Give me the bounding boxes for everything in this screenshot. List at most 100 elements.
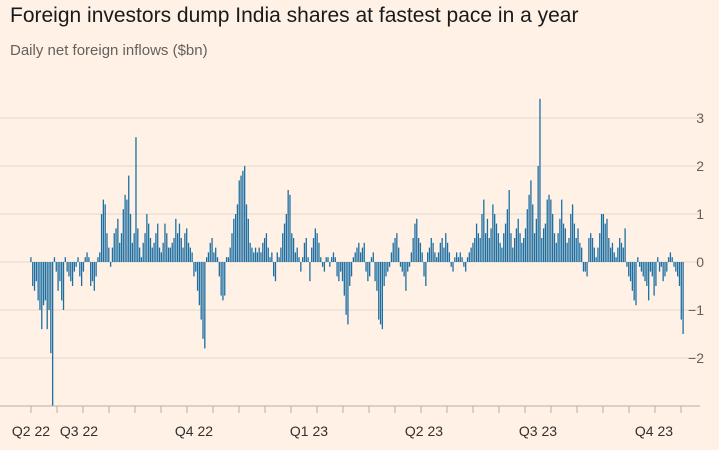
bar	[381, 262, 384, 330]
bar	[133, 233, 135, 262]
bar	[262, 242, 264, 262]
bar	[173, 238, 175, 262]
bar	[504, 223, 507, 262]
bar	[144, 233, 146, 262]
bar	[648, 262, 650, 301]
bar	[570, 214, 572, 262]
bar	[75, 262, 77, 267]
bar	[390, 252, 393, 262]
bar	[519, 233, 521, 262]
bar	[128, 175, 130, 262]
bar	[343, 262, 345, 296]
bar	[90, 262, 92, 286]
bar	[323, 262, 326, 272]
bar	[62, 262, 65, 310]
bar	[597, 247, 599, 262]
bar	[575, 238, 577, 262]
bar	[436, 257, 438, 262]
x-tick-label: Q3 22	[60, 423, 98, 439]
x-tick-label: Q3 23	[519, 423, 557, 439]
bar	[338, 262, 340, 282]
bar	[620, 242, 623, 262]
bar	[260, 252, 262, 262]
bar	[539, 98, 541, 262]
bar	[490, 228, 492, 262]
bar	[108, 247, 110, 262]
bar	[70, 262, 72, 282]
bar	[276, 252, 278, 262]
bar	[419, 242, 422, 262]
bar	[434, 252, 436, 262]
bar	[307, 257, 309, 262]
bar	[184, 233, 186, 262]
bar	[573, 223, 576, 262]
bar	[408, 262, 411, 267]
bar	[510, 233, 512, 262]
bar	[157, 223, 159, 262]
bar	[481, 214, 483, 262]
bar	[122, 209, 124, 262]
bar	[515, 228, 518, 262]
bar	[421, 252, 423, 262]
bar	[59, 262, 61, 282]
bar	[160, 252, 162, 262]
bar	[298, 257, 300, 262]
bar	[657, 257, 659, 262]
bar	[91, 262, 94, 282]
bar	[454, 257, 456, 262]
bar	[291, 233, 293, 262]
bar	[254, 247, 257, 262]
bar	[292, 238, 295, 262]
bar	[416, 218, 418, 262]
bar	[236, 204, 239, 262]
bar	[227, 257, 230, 262]
bar	[388, 262, 391, 267]
bar	[265, 233, 268, 262]
bar	[282, 233, 284, 262]
bar	[664, 262, 666, 277]
bar	[153, 242, 155, 262]
bar	[30, 257, 32, 262]
bar	[613, 252, 615, 262]
bar	[398, 247, 400, 262]
y-tick-label: −1	[688, 302, 704, 318]
bar	[231, 233, 233, 262]
chart-subtitle: Daily net foreign inflows ($bn)	[10, 42, 208, 59]
bar	[446, 242, 449, 262]
bar	[457, 257, 460, 262]
bar	[374, 262, 376, 282]
bar	[624, 228, 626, 262]
bar	[590, 233, 592, 262]
bar	[220, 262, 222, 296]
bar	[209, 242, 211, 262]
bar	[437, 252, 440, 262]
bar	[579, 242, 581, 262]
bar	[238, 180, 240, 262]
bar	[523, 238, 525, 262]
bar	[48, 262, 50, 310]
bar	[396, 233, 398, 262]
bar	[432, 242, 434, 262]
bar	[104, 204, 106, 262]
bar	[244, 166, 246, 262]
bar	[385, 262, 387, 277]
bar	[584, 262, 586, 272]
bar	[274, 262, 277, 282]
bar	[138, 247, 141, 262]
bar	[142, 242, 144, 262]
bar	[345, 262, 347, 315]
bar	[204, 262, 206, 349]
x-tick-label: Q4 23	[635, 423, 673, 439]
bar	[164, 223, 166, 262]
bar	[441, 238, 443, 262]
bar	[667, 257, 670, 262]
bar	[568, 238, 570, 262]
bar	[580, 247, 583, 262]
bar	[430, 238, 432, 262]
bar	[117, 218, 119, 262]
bar	[256, 252, 259, 262]
bar	[258, 247, 260, 262]
bar	[146, 214, 148, 262]
bar	[412, 238, 414, 262]
bar	[459, 252, 461, 262]
